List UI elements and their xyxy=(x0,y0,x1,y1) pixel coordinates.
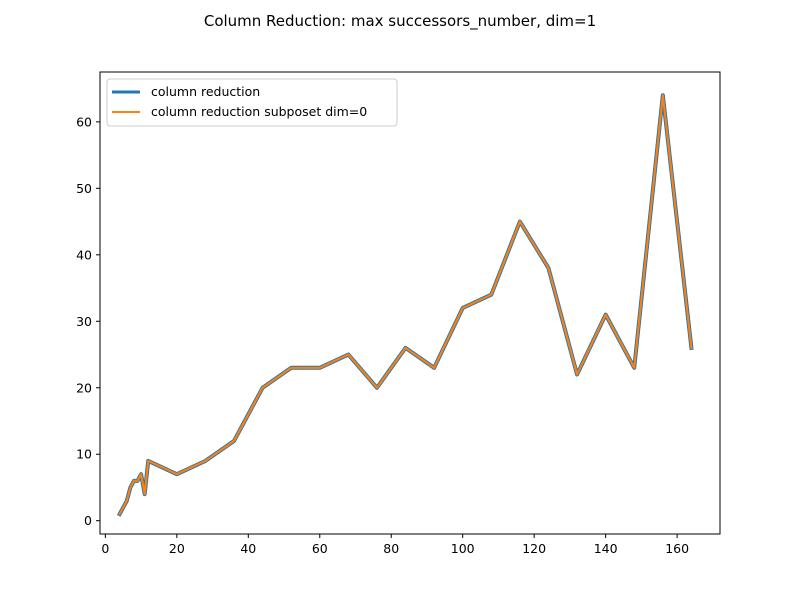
x-tick-label: 160 xyxy=(665,541,689,556)
series-layer xyxy=(116,93,694,517)
plot-area: 0 20 40 60 80 100 120 140 160 0 10 20 30 40 50 60 xyxy=(76,71,721,556)
axes-background xyxy=(100,72,720,534)
axes-frame xyxy=(99,71,721,535)
y-axis: 0 10 20 30 40 50 60 xyxy=(76,114,100,528)
x-tick-label: 60 xyxy=(312,541,328,556)
chart-title: Column Reduction: max successors_number,… xyxy=(204,12,596,31)
x-tick-label: 140 xyxy=(594,541,618,556)
x-axis: 0 20 40 60 80 100 120 140 160 xyxy=(101,534,689,556)
x-tick-label: 120 xyxy=(522,541,546,556)
legend-label-column-reduction-subposet: column reduction subposet dim=0 xyxy=(151,104,367,119)
x-tick-label: 0 xyxy=(101,541,109,556)
series-line-column-reduction-subposet xyxy=(118,94,693,516)
y-tick-label: 30 xyxy=(76,314,92,329)
legend-label-column-reduction: column reduction xyxy=(151,84,260,99)
y-tick-label: 50 xyxy=(76,181,92,196)
y-tick-label: 20 xyxy=(76,380,92,395)
x-tick-label: 100 xyxy=(451,541,475,556)
x-tick-label: 40 xyxy=(240,541,256,556)
x-tick-label: 80 xyxy=(383,541,399,556)
y-tick-label: 0 xyxy=(84,513,92,528)
legend-box xyxy=(106,78,398,127)
y-tick-label: 10 xyxy=(76,447,92,462)
legend: column reduction column reduction subpos… xyxy=(106,78,398,127)
y-tick-label: 60 xyxy=(76,114,92,129)
y-tick-label: 40 xyxy=(76,247,92,262)
x-tick-label: 20 xyxy=(169,541,185,556)
